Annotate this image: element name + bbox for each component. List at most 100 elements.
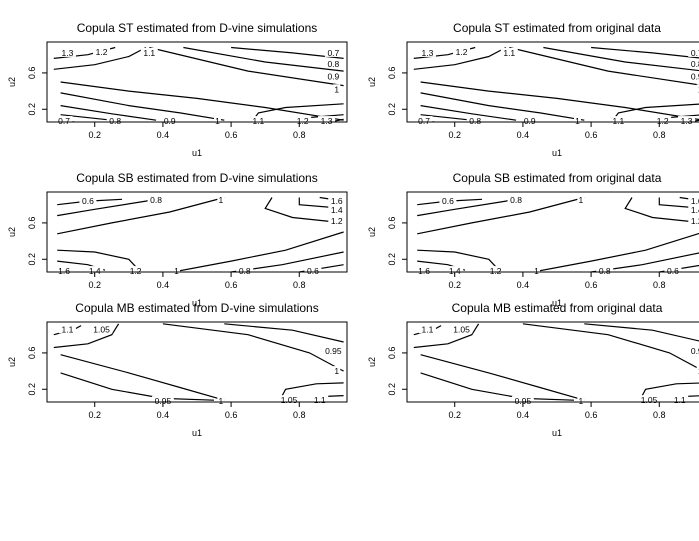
x-tick-label: 0.2	[448, 410, 461, 420]
x-tick-label: 0.2	[448, 280, 461, 290]
contour-label: 1.1	[62, 324, 74, 334]
contour-label-bg	[418, 47, 436, 57]
contour-label-bg	[333, 84, 341, 94]
contour-label-bg	[688, 58, 699, 68]
contour-label: 1.1	[674, 395, 686, 405]
panel-title: Copula ST estimated from original data	[453, 21, 661, 35]
plot-frame	[406, 321, 699, 403]
contour-label: 1	[334, 366, 339, 376]
x-tick-label: 0.8	[293, 280, 306, 290]
contour-line	[584, 323, 699, 342]
contour-label-bg	[236, 266, 254, 276]
y-axis-label: u2	[367, 357, 377, 367]
x-tick-label: 0.4	[157, 410, 170, 420]
contour-label: 0.8	[150, 195, 162, 205]
contour-label-bg	[533, 266, 541, 276]
contour-panel: Copula ST estimated from D-vine simulati…	[7, 21, 348, 158]
x-axis-label: u1	[192, 148, 202, 158]
contour-label-bg	[439, 196, 457, 206]
y-axis-label: u2	[367, 77, 377, 87]
contour-label-bg	[333, 366, 341, 376]
x-tick-label: 0.2	[448, 130, 461, 140]
contour-label-bg	[328, 216, 346, 226]
contour-label-bg	[328, 205, 346, 215]
y-tick-label: 0.2	[27, 103, 37, 116]
contour-label: 1	[575, 116, 580, 126]
contour-line	[53, 46, 147, 70]
contour-label: 0.7	[327, 48, 339, 58]
contour-line	[183, 46, 344, 72]
panel-title: Copula ST estimated from D-vine simulati…	[77, 21, 318, 35]
contour-line	[60, 372, 215, 401]
contour-label-bg	[487, 266, 505, 276]
contour-label: 0.7	[691, 48, 699, 58]
contour-label: 1.05	[453, 324, 470, 334]
contour-label-bg	[688, 71, 699, 81]
contour-line	[522, 323, 699, 370]
contour-lines	[53, 323, 344, 402]
contour-label: 0.6	[307, 266, 319, 276]
contour-label-bg	[278, 395, 301, 405]
x-tick-label: 0.2	[88, 410, 101, 420]
contour-label: 1.05	[641, 395, 658, 405]
contour-label-bg	[90, 324, 113, 334]
contour-label-bg	[93, 47, 111, 56]
contour-label-bg	[304, 266, 322, 276]
contour-label-bg	[696, 366, 699, 376]
contour-line	[420, 114, 472, 121]
contour-label: 1.05	[281, 395, 298, 405]
contour-label-bg	[147, 195, 165, 205]
contour-label-bg	[249, 116, 267, 126]
contour-label-bg	[311, 395, 329, 405]
contour-label: 0.95	[155, 396, 172, 406]
contour-label: 1	[218, 195, 223, 205]
contour-label-bg	[217, 396, 225, 406]
contour-label: 1	[698, 366, 699, 376]
contour-line	[420, 372, 575, 401]
contour-label: 1.2	[130, 266, 142, 276]
contour-label-bg	[511, 396, 534, 406]
contour-label-bg	[500, 47, 518, 57]
contour-label: 1.1	[503, 48, 515, 58]
contour-label: 0.6	[82, 196, 94, 206]
contour-label: 1.2	[456, 47, 468, 57]
contour-label: 1.6	[58, 266, 70, 276]
y-tick-label: 0.6	[387, 347, 397, 360]
contour-label: 1.1	[314, 395, 326, 405]
contour-line	[420, 354, 585, 401]
contour-line	[149, 46, 344, 87]
contour-label: 0.9	[691, 346, 699, 356]
contour-label: 0.7	[58, 116, 70, 126]
contour-line	[57, 196, 225, 235]
panel-title: Copula MB estimated from D-vine simulati…	[75, 301, 318, 315]
panel-title: Copula SB estimated from D-vine simulati…	[76, 171, 317, 185]
plot-frame	[406, 41, 699, 123]
contour-label: 1.2	[691, 216, 699, 226]
contour-line	[60, 105, 157, 121]
contour-label-bg	[322, 346, 345, 356]
contour-label: 0.9	[327, 72, 339, 82]
contour-label-bg	[688, 205, 699, 215]
x-tick-label: 0.4	[517, 410, 530, 420]
contour-label-bg	[446, 266, 464, 276]
x-axis-label: u1	[552, 428, 562, 438]
contour-label: 1.1	[612, 116, 624, 126]
contour-label-bg	[678, 116, 696, 126]
y-axis-label: u2	[367, 227, 377, 237]
contour-line	[420, 105, 517, 121]
contour-label: 1.6	[691, 196, 699, 206]
contour-label: 1	[578, 195, 583, 205]
contour-line	[162, 323, 344, 372]
contour-label-bg	[521, 116, 539, 126]
contour-line	[624, 197, 699, 224]
contour-label-bg	[86, 266, 104, 276]
contour-label: 1.2	[96, 47, 108, 57]
contour-label-bg	[577, 195, 585, 205]
contour-label: 0.95	[515, 396, 532, 406]
contour-label-bg	[161, 116, 179, 126]
contour-label: 1	[578, 396, 583, 406]
contour-label-bg	[58, 324, 76, 334]
contour-label: 0.8	[510, 195, 522, 205]
contour-label: 1	[215, 116, 220, 126]
